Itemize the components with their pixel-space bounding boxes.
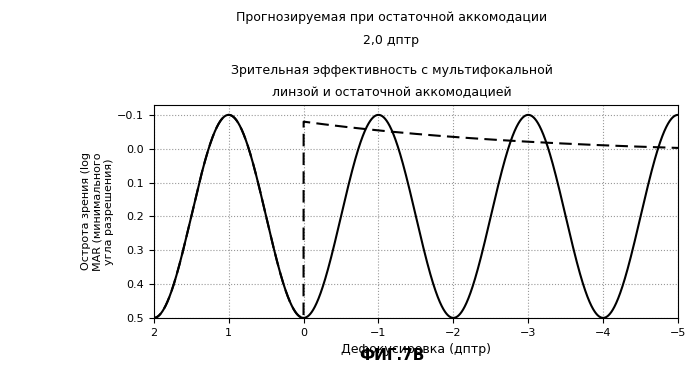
Text: линзой и остаточной аккомодацией: линзой и остаточной аккомодацией — [272, 86, 511, 99]
Text: 2,0 дптр: 2,0 дптр — [363, 34, 419, 47]
Text: Зрительная эффективность с мультифокальной: Зрительная эффективность с мультифокальн… — [231, 64, 552, 77]
X-axis label: Дефокусировка (дптр): Дефокусировка (дптр) — [341, 343, 491, 356]
Text: ФИГ.7В: ФИГ.7В — [359, 348, 424, 363]
Text: Прогнозируемая при остаточной аккомодации: Прогнозируемая при остаточной аккомодаци… — [236, 11, 547, 24]
Y-axis label: Острота зрения (log
MAR (минимального
угла разрешения): Острота зрения (log MAR (минимального уг… — [81, 152, 114, 270]
